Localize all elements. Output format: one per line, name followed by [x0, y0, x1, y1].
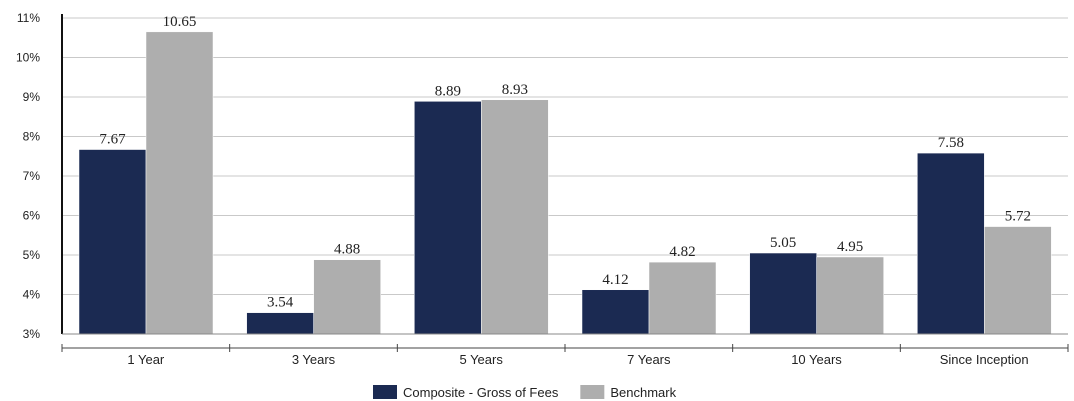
- x-tick-label: 7 Years: [627, 352, 671, 367]
- x-tick-label: 3 Years: [292, 352, 336, 367]
- y-tick-label: 4%: [23, 288, 41, 302]
- data-labels: 7.67 10.65 3.54 4.88 8.89 8.93 4.12 4.82 5.05 4.9…: [99, 14, 1031, 311]
- y-tick-label: 6%: [23, 209, 41, 223]
- data-label: 5.72: [1005, 209, 1031, 225]
- y-axis: 3% 4% 5% 6% 7% 8% 9% 10% 11%: [16, 11, 63, 341]
- y-tick-label: 8%: [23, 130, 41, 144]
- legend-swatch: [580, 385, 605, 399]
- bar-benchmark: [984, 226, 1052, 335]
- bar-benchmark: [481, 99, 549, 335]
- data-label: 4.88: [334, 242, 360, 258]
- bar-composite: [749, 252, 817, 335]
- bar-composite: [78, 149, 147, 335]
- data-label: 10.65: [163, 14, 197, 30]
- data-label: 8.89: [435, 83, 461, 99]
- legend: Composite - Gross of Fees Benchmark: [373, 385, 677, 400]
- bars: [78, 31, 1052, 335]
- bar-benchmark: [648, 261, 717, 335]
- y-tick-label: 10%: [16, 51, 40, 65]
- legend-swatch: [373, 385, 397, 399]
- data-label: 7.58: [938, 135, 964, 151]
- y-tick-label: 7%: [23, 169, 41, 183]
- y-tick-label: 9%: [23, 90, 41, 104]
- y-tick-label: 5%: [23, 248, 41, 262]
- x-axis: 1 Year 3 Years 5 Years 7 Years 10 Years Since…: [61, 333, 1069, 367]
- data-label: 3.54: [267, 295, 294, 311]
- y-tick-label: 3%: [23, 327, 41, 341]
- x-tick-label: 5 Years: [459, 352, 503, 367]
- bar-composite: [917, 152, 985, 335]
- data-label: 7.67: [99, 132, 126, 148]
- bar-benchmark: [816, 256, 884, 335]
- gridlines: [62, 17, 1068, 295]
- bar-composite: [246, 312, 314, 335]
- bar-benchmark: [313, 259, 381, 335]
- data-label: 5.05: [770, 235, 796, 251]
- x-tick-label: Since Inception: [940, 352, 1029, 367]
- bar-composite: [414, 101, 482, 335]
- legend-label: Composite - Gross of Fees: [403, 385, 559, 400]
- data-label: 8.93: [502, 82, 528, 98]
- y-tick-label: 11%: [17, 11, 40, 25]
- x-tick-label: 10 Years: [791, 352, 842, 367]
- data-label: 4.12: [602, 272, 628, 288]
- x-tick-label: 1 Year: [127, 352, 165, 367]
- bar-composite: [581, 289, 650, 335]
- data-label: 4.82: [669, 244, 695, 260]
- legend-label: Benchmark: [610, 385, 676, 400]
- data-label: 4.95: [837, 239, 863, 255]
- bar-benchmark: [145, 31, 214, 335]
